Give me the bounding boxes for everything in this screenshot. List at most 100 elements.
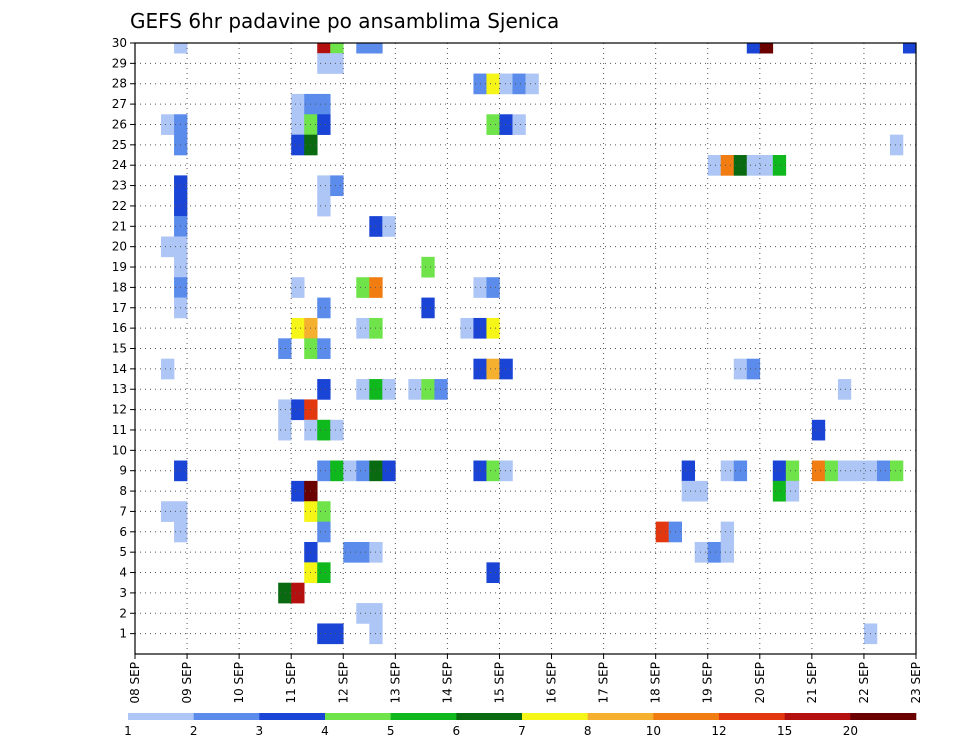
heatmap-cell bbox=[720, 541, 735, 563]
heatmap-cell bbox=[772, 155, 787, 176]
heatmap-cell bbox=[681, 480, 696, 502]
legend-swatch bbox=[587, 713, 654, 720]
legend-swatch bbox=[390, 713, 457, 720]
legend-label: 3 bbox=[256, 724, 264, 738]
heatmap-cell bbox=[499, 460, 513, 482]
y-tick-label: 14 bbox=[112, 362, 127, 376]
heatmap-cell bbox=[317, 623, 331, 645]
x-tick-label: 09 SEP bbox=[180, 662, 194, 704]
heatmap-cell bbox=[317, 114, 331, 135]
heatmap-cell bbox=[785, 480, 800, 502]
heatmap-cell bbox=[356, 541, 370, 563]
heatmap-cell bbox=[681, 460, 696, 482]
heatmap-cell bbox=[330, 43, 344, 54]
heatmap-cell bbox=[720, 155, 735, 176]
heatmap-cell bbox=[317, 419, 331, 441]
heatmap-cell bbox=[707, 541, 722, 563]
legend-swatch bbox=[325, 713, 391, 720]
y-tick-label: 24 bbox=[112, 158, 127, 172]
heatmap-cell bbox=[382, 379, 396, 400]
heatmap-cell bbox=[720, 460, 735, 482]
x-tick-label: 13 SEP bbox=[388, 662, 402, 704]
heatmap-cell bbox=[291, 93, 305, 115]
heatmap-cell bbox=[330, 460, 344, 482]
heatmap-cell bbox=[330, 419, 344, 441]
legend-label: 8 bbox=[584, 724, 592, 738]
x-tick-label: 19 SEP bbox=[701, 662, 715, 704]
heatmap-cell bbox=[746, 155, 761, 176]
x-tick-label: 12 SEP bbox=[336, 662, 350, 704]
heatmap-cell bbox=[317, 93, 331, 115]
heatmap-cell bbox=[512, 73, 526, 95]
heatmap-cell bbox=[421, 379, 435, 400]
heatmap-cell bbox=[317, 297, 331, 319]
y-tick-label: 6 bbox=[119, 525, 127, 539]
heatmap-cell bbox=[317, 43, 331, 54]
heatmap-cell bbox=[291, 399, 305, 421]
legend-label: 2 bbox=[190, 724, 198, 738]
heatmap-cell bbox=[759, 43, 774, 54]
legend-label: 12 bbox=[711, 724, 726, 738]
heatmap-cell bbox=[824, 460, 839, 482]
grid-lines bbox=[135, 43, 916, 654]
y-tick-label: 19 bbox=[112, 260, 127, 274]
heatmap-cell bbox=[330, 175, 344, 197]
y-tick-label: 4 bbox=[119, 566, 127, 580]
heatmap-cell bbox=[421, 256, 435, 278]
y-tick-label: 29 bbox=[112, 56, 127, 70]
legend-label: 4 bbox=[321, 724, 329, 738]
heatmap-cell bbox=[278, 399, 292, 421]
legend-swatch bbox=[456, 713, 523, 720]
x-tick-label: 23 SEP bbox=[909, 662, 923, 704]
heatmap-cell bbox=[291, 317, 305, 339]
heatmap-cell bbox=[499, 114, 513, 135]
heatmap-cell bbox=[330, 623, 344, 645]
heatmap-cell bbox=[356, 43, 370, 54]
heatmap-cell bbox=[486, 73, 500, 95]
heatmap-cell bbox=[785, 460, 800, 482]
y-tick-label: 5 bbox=[119, 545, 127, 559]
x-tick-label: 21 SEP bbox=[805, 662, 819, 704]
x-tick-label: 15 SEP bbox=[492, 662, 506, 704]
heatmap-cell bbox=[486, 317, 500, 339]
heatmap-cell bbox=[460, 317, 474, 339]
y-tick-label: 11 bbox=[112, 423, 127, 437]
heatmap-cell bbox=[174, 43, 188, 54]
heatmap-cell bbox=[369, 43, 383, 54]
x-tick-label: 16 SEP bbox=[545, 662, 559, 704]
heatmap-cell bbox=[317, 460, 331, 482]
x-tick-label: 14 SEP bbox=[440, 662, 454, 704]
heatmap-cell bbox=[876, 460, 891, 482]
heatmap-cell bbox=[382, 460, 396, 482]
y-tick-label: 1 bbox=[119, 627, 127, 641]
y-tick-label: 21 bbox=[112, 219, 127, 233]
legend-label: 10 bbox=[646, 724, 661, 738]
legend-swatch bbox=[653, 713, 720, 720]
y-tick-label: 30 bbox=[112, 36, 127, 50]
heatmap-cell bbox=[161, 358, 175, 380]
heatmap-cell bbox=[382, 216, 396, 237]
heatmap-cell bbox=[317, 195, 331, 217]
heatmap-cell bbox=[902, 43, 917, 54]
x-axis: 08 SEP 09 SEP 10 SEP 11 SEP 12 SEP 13 SEP 14 S… bbox=[128, 654, 923, 704]
y-tick-label: 13 bbox=[112, 382, 127, 396]
heatmap-cell bbox=[486, 562, 500, 584]
heatmap-cell bbox=[837, 379, 852, 400]
heatmap-cell bbox=[291, 114, 305, 135]
y-tick-label: 20 bbox=[112, 240, 127, 254]
y-tick-label: 28 bbox=[112, 77, 127, 91]
y-tick-label: 9 bbox=[119, 464, 127, 478]
y-tick-label: 8 bbox=[119, 484, 127, 498]
y-tick-label: 10 bbox=[112, 443, 127, 457]
heatmap-cell bbox=[486, 277, 500, 298]
legend-swatch bbox=[784, 713, 851, 720]
heatmap-cell bbox=[694, 541, 709, 563]
heatmap-cell bbox=[655, 521, 669, 543]
heatmap-cell bbox=[278, 582, 292, 604]
legend-label: 6 bbox=[453, 724, 461, 738]
heatmap-cell bbox=[746, 43, 761, 54]
x-tick-label: 08 SEP bbox=[128, 662, 142, 704]
heatmap-cell bbox=[356, 317, 370, 339]
heatmap-cell bbox=[694, 480, 709, 502]
heatmap-cell bbox=[512, 114, 526, 135]
